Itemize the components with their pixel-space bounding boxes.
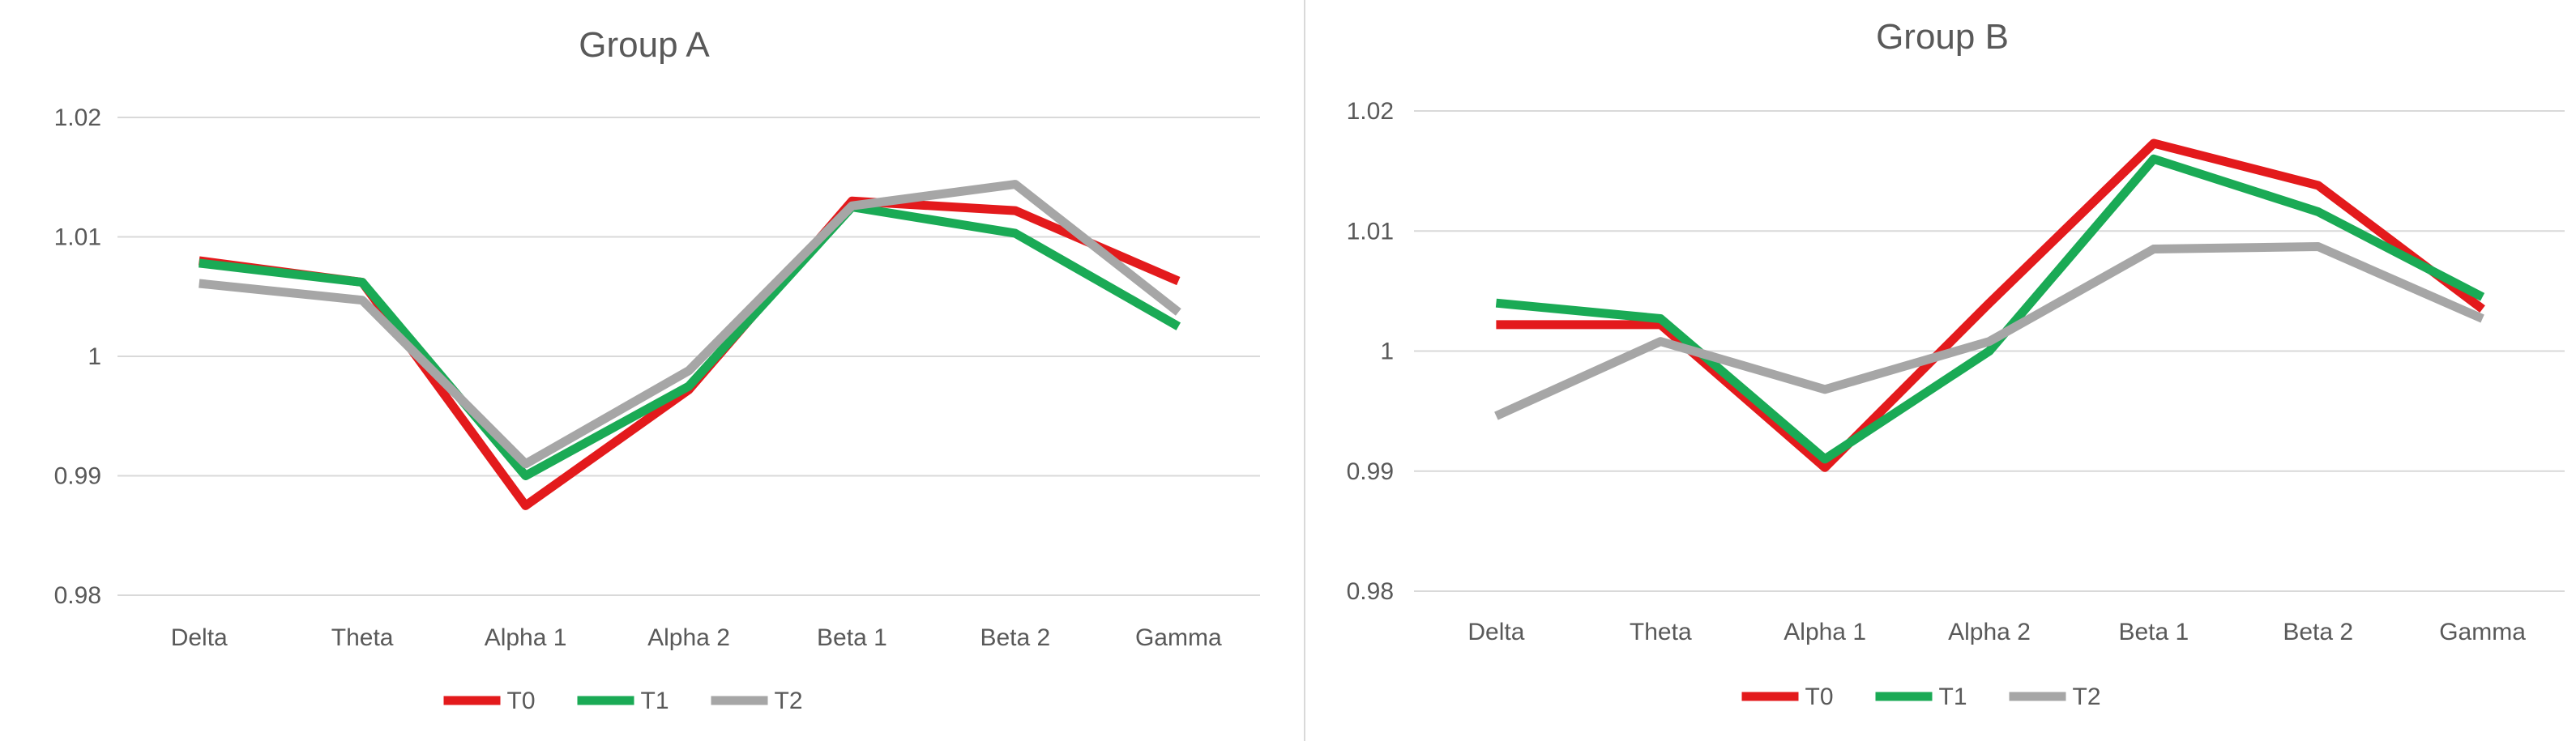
chart-1: Group B 1.02 1.01 1 0.99 0.98 Delta Theta Alpha …	[1347, 17, 2565, 710]
legend-label-t1: T1	[1939, 684, 1967, 710]
y-tick-label: 1	[88, 343, 101, 370]
series-line-t2	[1494, 242, 2484, 420]
x-tick-label: Alpha 1	[485, 624, 567, 651]
series-line-t0	[1496, 138, 2485, 472]
legend-label-t2: T2	[2073, 684, 2101, 710]
y-tick-label: 1.02	[1347, 98, 1394, 125]
legend-label-t1: T1	[641, 688, 669, 714]
x-tick-label: Alpha 2	[1948, 619, 2031, 645]
y-tick-label: 0.98	[54, 582, 101, 609]
x-tick-label: Delta	[1467, 619, 1524, 645]
x-tick-label: Beta 1	[2118, 619, 2189, 645]
x-tick-label: Gamma	[2439, 619, 2526, 645]
y-tick-label: 0.98	[1347, 578, 1394, 605]
y-tick-label: 1.02	[54, 104, 101, 131]
x-tick-label: Beta 2	[980, 624, 1050, 651]
legend-label-t2: T2	[775, 688, 803, 714]
x-tick-label: Alpha 2	[647, 624, 730, 651]
x-tick-label: Beta 2	[2283, 619, 2353, 645]
legend-label-t0: T0	[1805, 684, 1834, 710]
x-tick-label: Gamma	[1135, 624, 1222, 651]
x-tick-label: Delta	[171, 624, 228, 651]
x-tick-label: Alpha 1	[1784, 619, 1866, 645]
series-line-t1	[199, 202, 1181, 480]
series-line-t2	[199, 180, 1181, 469]
legend-label-t0: T0	[507, 688, 536, 714]
y-tick-label: 1.01	[1347, 218, 1394, 245]
y-tick-label: 1	[1380, 339, 1394, 365]
chart-0: Group A 1.02 1.01 1 0.99 0.98 Delta Theta Alpha …	[54, 25, 1260, 714]
series-line-t1	[1495, 154, 2485, 464]
y-tick-label: 0.99	[54, 463, 101, 490]
y-tick-label: 1.01	[54, 224, 101, 251]
y-tick-label: 0.99	[1347, 458, 1394, 485]
x-tick-label: Theta	[331, 624, 394, 651]
x-tick-label: Beta 1	[817, 624, 887, 651]
x-tick-label: Theta	[1630, 619, 1692, 645]
chart-title: Group B	[1876, 17, 2009, 57]
chart-title: Group A	[579, 25, 710, 65]
